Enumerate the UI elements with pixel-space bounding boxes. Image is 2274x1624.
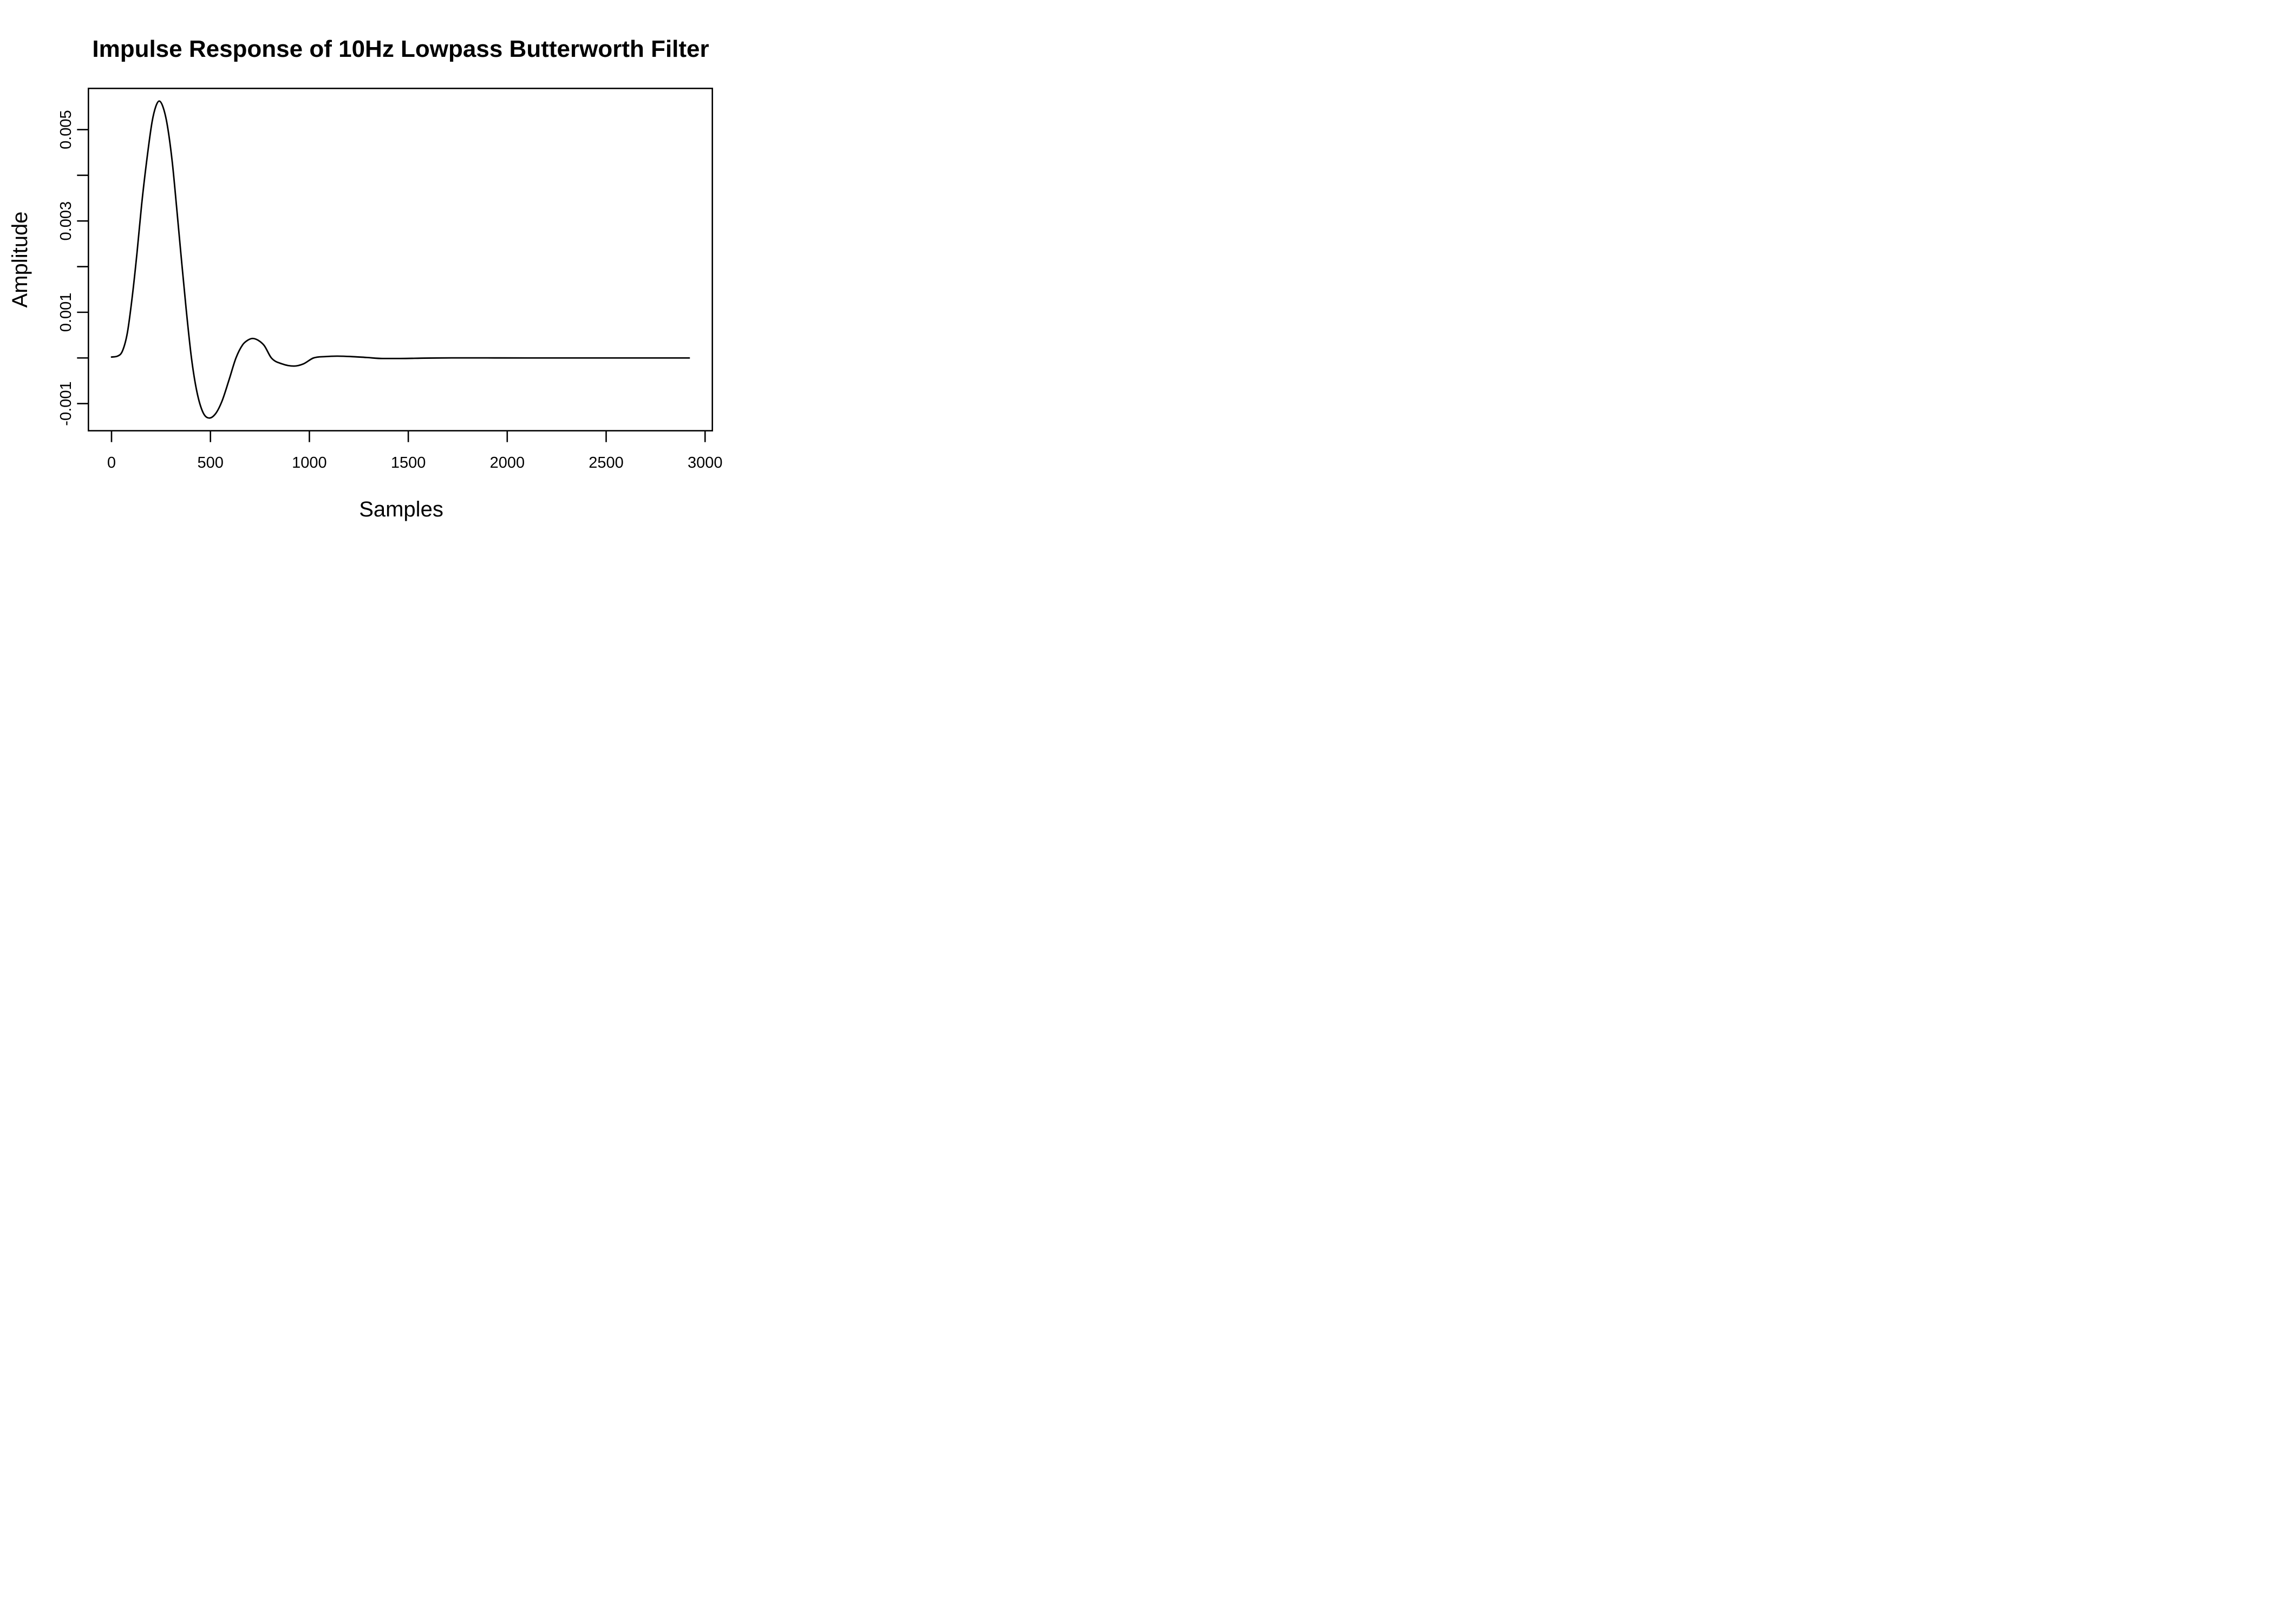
chart-title: Impulse Response of 10Hz Lowpass Butterw… <box>92 36 709 62</box>
y-tick-label: -0.001 <box>57 381 75 425</box>
x-tick-label: 2000 <box>490 454 525 472</box>
x-axis-label: Samples <box>359 497 443 521</box>
impulse-response-curve <box>110 100 690 419</box>
y-tick-label: 0.001 <box>57 293 75 332</box>
y-tick-label: 0.003 <box>57 201 75 241</box>
x-tick-label: 3000 <box>688 454 723 472</box>
y-axis-label: Amplitude <box>8 212 32 308</box>
chart-canvas: 0 500 1000 1500 2000 2500 3000 -0.001 0.001 0.003… <box>8 36 723 521</box>
figure: 0 500 1000 1500 2000 2500 3000 -0.001 0.001 0.003… <box>0 0 758 541</box>
y-tick-label: 0.005 <box>57 110 75 149</box>
plot-border <box>88 88 714 432</box>
x-tick-label: 500 <box>197 454 223 472</box>
x-tick-label: 0 <box>107 454 116 472</box>
x-tick-label: 1000 <box>292 454 327 472</box>
x-tick-label: 1500 <box>391 454 426 472</box>
x-tick-label: 2500 <box>589 454 624 472</box>
